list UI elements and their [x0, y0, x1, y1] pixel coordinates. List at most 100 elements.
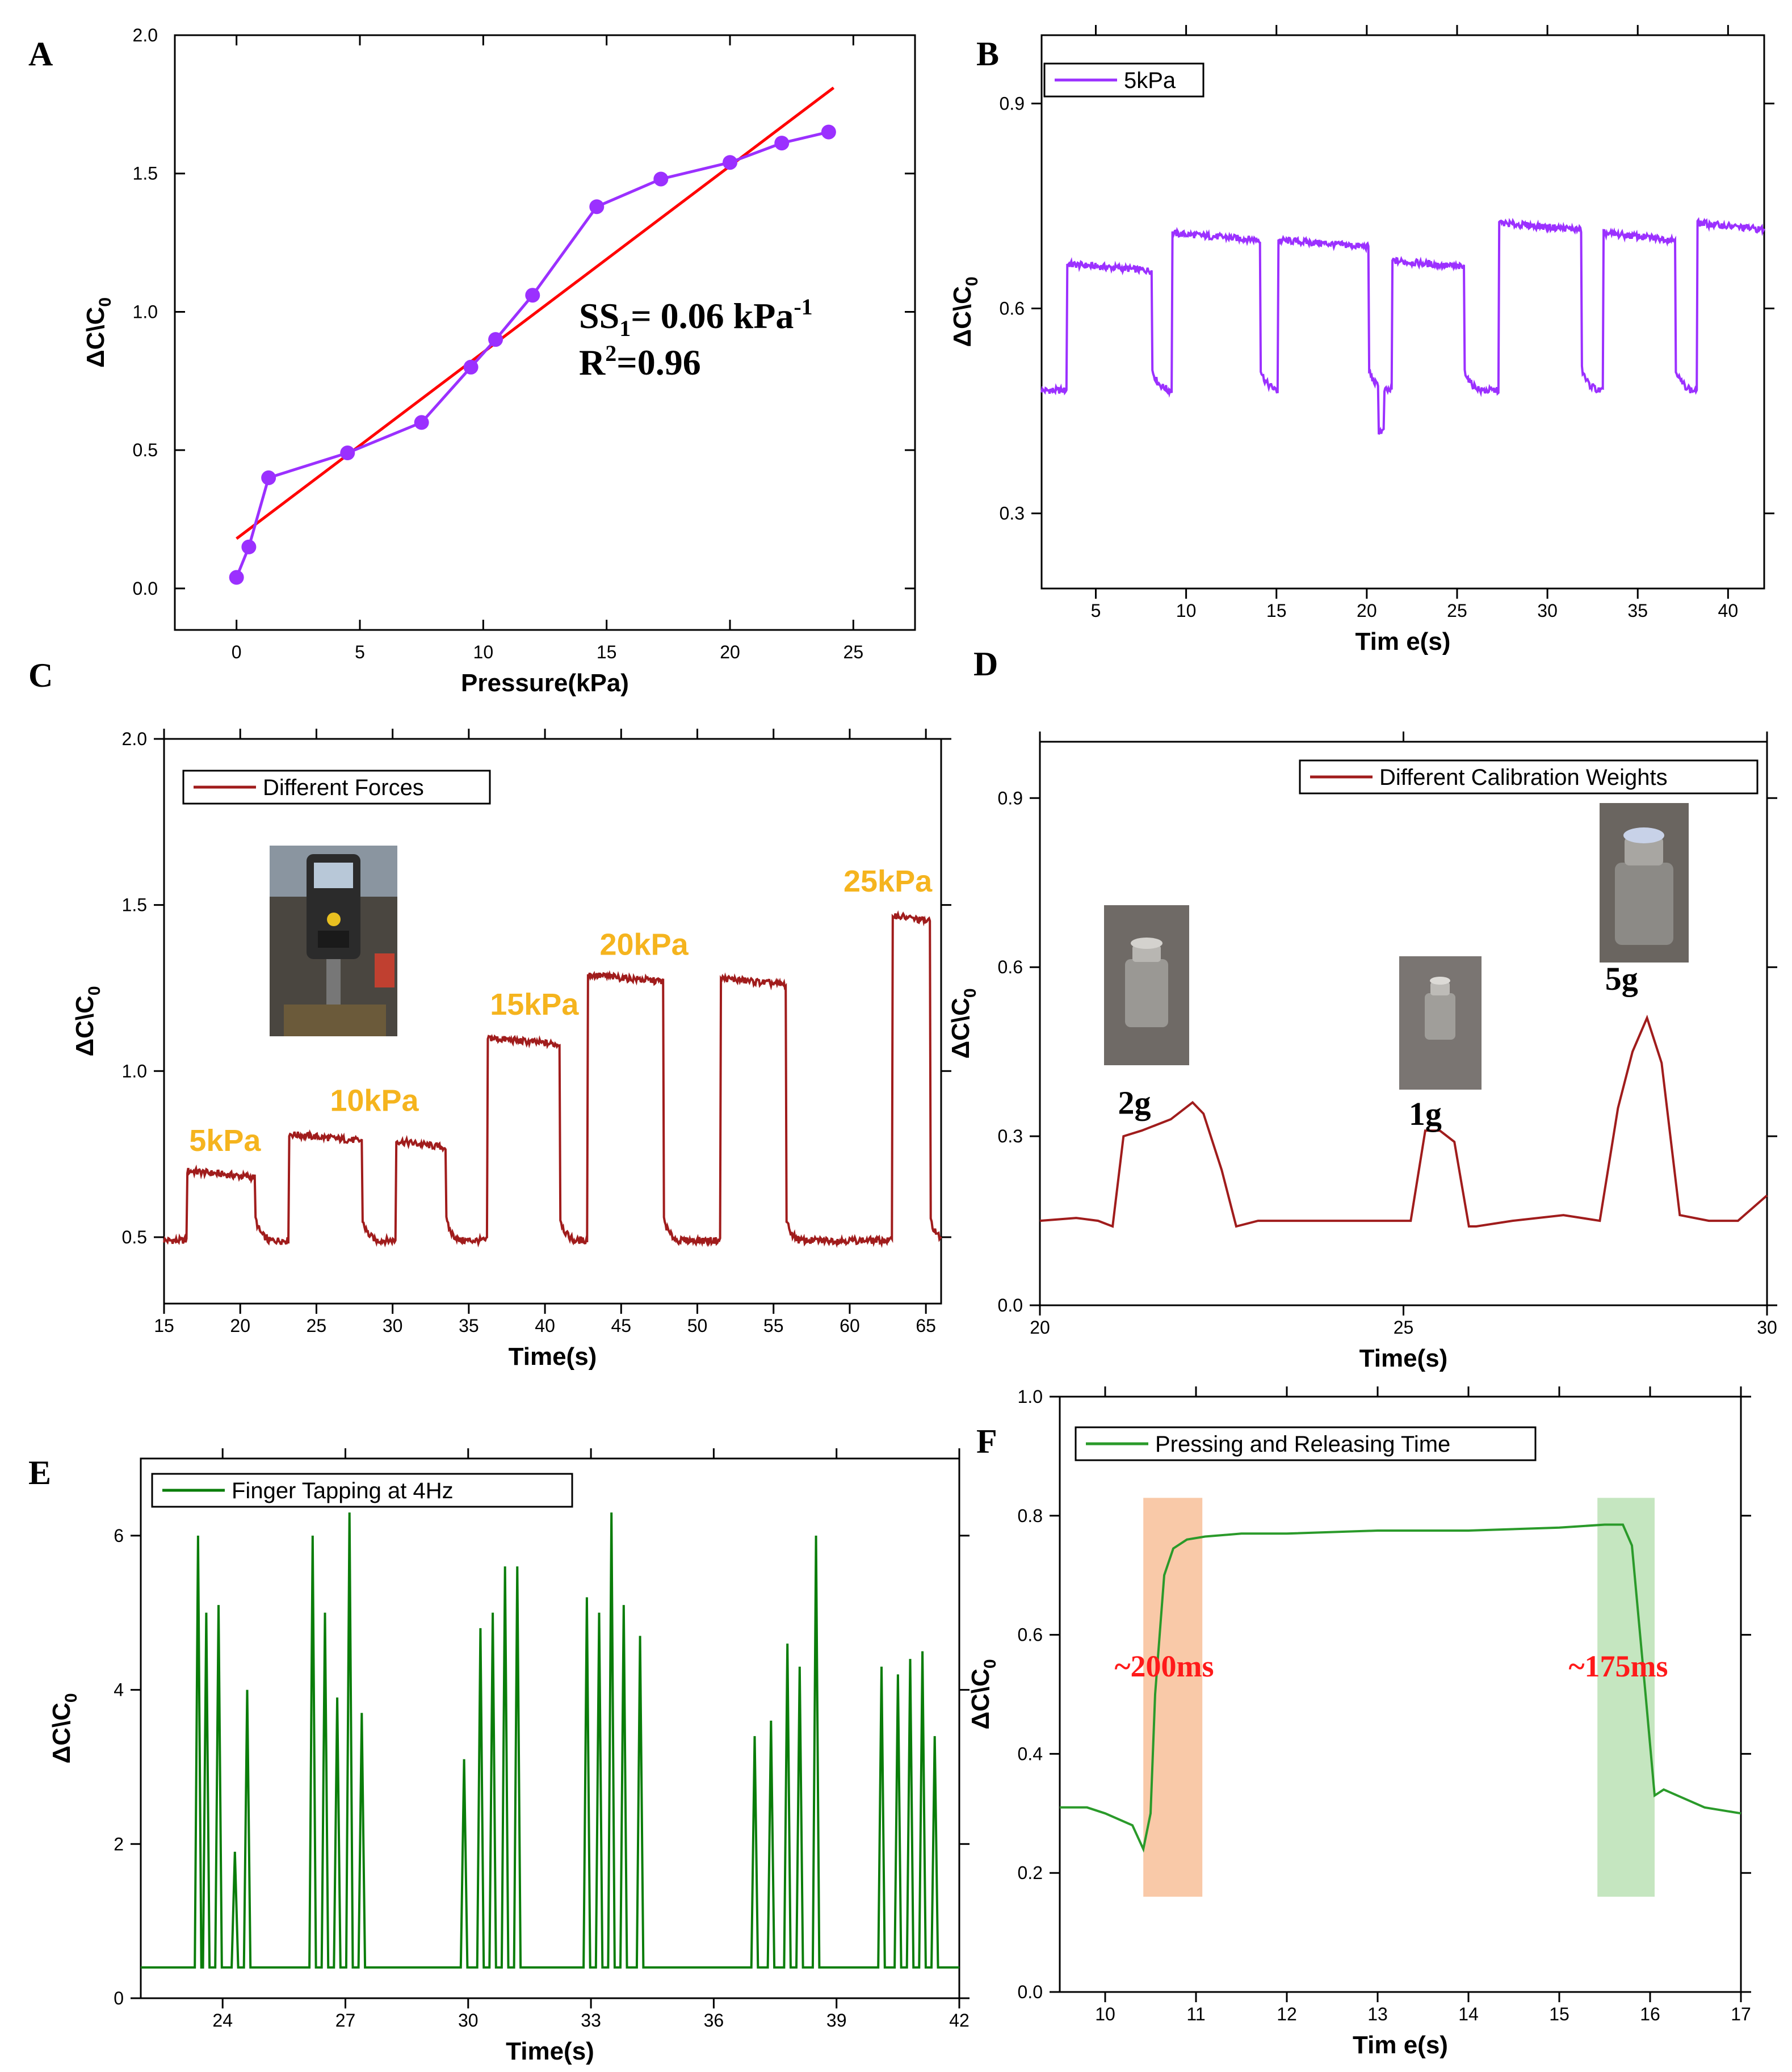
x-tick-label: 30	[1537, 600, 1558, 621]
data-point	[229, 570, 244, 585]
plot-frame	[174, 34, 916, 631]
y-axis-label: ΔC\C0	[947, 988, 980, 1058]
y-tick-label: 0.8	[1018, 1506, 1043, 1526]
weight-2g-photo	[1104, 905, 1189, 1065]
x-tick-label: 15	[597, 642, 617, 662]
x-tick-label: 40	[1718, 600, 1739, 621]
x-tick-label: 20	[720, 642, 740, 662]
y-tick-label: 0.6	[1000, 298, 1025, 318]
x-tick-label: 16	[1640, 2004, 1660, 2024]
y-tick-label: 6	[114, 1525, 124, 1546]
r-squared-value: =0.96	[616, 342, 700, 383]
panel-letter-d: D	[973, 645, 998, 683]
y-tick-label: 1.5	[122, 895, 147, 915]
x-tick-label: 25	[1394, 1317, 1414, 1338]
force-gauge-photo	[270, 846, 397, 1036]
y-tick-label: 1.0	[133, 301, 158, 322]
pressure-label: 5kPa	[189, 1124, 261, 1158]
y-tick-label: 0	[114, 1988, 124, 2008]
data-point	[821, 124, 836, 140]
data-point	[241, 539, 257, 554]
data-point	[723, 155, 737, 170]
plot-frame	[1059, 1396, 1742, 1993]
x-tick-label: 27	[335, 2010, 356, 2031]
pressure-label: 15kPa	[490, 987, 579, 1022]
r-squared-annotation: R2=0.96	[579, 341, 701, 383]
x-tick-label: 20	[1357, 600, 1377, 621]
y-tick-label: 0.0	[998, 1295, 1023, 1316]
signal-line	[163, 910, 942, 1249]
data-point	[261, 470, 276, 485]
signal-line	[1039, 1014, 1768, 1228]
panel-letter-b: B	[976, 35, 999, 73]
data-point	[488, 332, 503, 347]
data-point	[463, 359, 479, 375]
response-time-label: ~200ms	[1114, 1649, 1214, 1683]
weight-1g-photo	[1399, 956, 1482, 1090]
y-tick-label: 0.5	[122, 1227, 147, 1247]
x-tick-label: 20	[1030, 1317, 1050, 1338]
x-tick-label: 14	[1458, 2004, 1479, 2024]
legend-label: Different Forces	[263, 775, 424, 800]
x-tick-label: 30	[458, 2010, 479, 2031]
x-tick-label: 50	[687, 1316, 708, 1336]
weight-label: 2g	[1118, 1084, 1151, 1121]
y-tick-label: 1.0	[1018, 1386, 1043, 1407]
y-tick-label: 0.4	[1018, 1743, 1043, 1764]
data-point	[340, 445, 355, 461]
plot-frame	[163, 738, 942, 1305]
x-tick-label: 33	[581, 2010, 601, 2031]
x-tick-label: 25	[843, 642, 864, 662]
x-tick-label: 12	[1277, 2004, 1297, 2024]
y-tick-label: 0.5	[133, 440, 158, 460]
x-tick-label: 15	[154, 1316, 174, 1336]
pressure-label: 25kPa	[843, 864, 933, 898]
data-point	[589, 199, 605, 215]
data-point	[525, 288, 540, 303]
x-tick-label: 25	[307, 1316, 327, 1336]
legend-box	[1075, 1426, 1537, 1461]
y-axis-label: ΔC\C0	[967, 1659, 1000, 1729]
y-tick-label: 1.5	[133, 163, 158, 184]
signal-line	[1060, 1523, 1741, 1853]
sensitivity-annotation: SS1= 0.06 kPa-1	[579, 294, 813, 341]
y-tick-label: 0.6	[1018, 1625, 1043, 1645]
x-tick-label: 39	[826, 2010, 847, 2031]
pressure-label: 20kPa	[599, 927, 689, 961]
x-axis-label: Tim e(s)	[1353, 2031, 1448, 2059]
sensitivity-superscript: -1	[794, 294, 812, 320]
x-tick-label: 24	[212, 2010, 233, 2031]
y-tick-label: 0.9	[998, 788, 1023, 808]
y-axis-label: ΔC\C0	[949, 276, 981, 347]
panel-letter-a: A	[28, 35, 53, 73]
y-tick-label: 0.3	[998, 1126, 1023, 1146]
x-tick-label: 30	[383, 1316, 403, 1336]
pressure-label: 10kPa	[330, 1084, 419, 1118]
x-tick-label: 5	[1091, 600, 1101, 621]
x-axis-label: Time(s)	[1359, 1344, 1448, 1372]
data-point	[414, 415, 429, 430]
x-tick-label: 15	[1549, 2004, 1569, 2024]
chart-panel-a: 0 5 10 15 20 25 0.0 0.5 1.0 1.5 2.0 Pressure(kPa) ΔC…	[82, 25, 916, 697]
x-tick-label: 35	[459, 1316, 479, 1336]
y-tick-label: 0.2	[1018, 1863, 1043, 1883]
x-tick-label: 11	[1186, 2004, 1205, 2024]
x-tick-label: 55	[763, 1316, 784, 1336]
x-tick-label: 40	[535, 1316, 555, 1336]
x-tick-label: 20	[230, 1316, 250, 1336]
r-squared-base: R	[579, 342, 606, 383]
legend-box	[1299, 759, 1759, 795]
x-axis-label: Pressure(kPa)	[461, 669, 629, 697]
plot-frame	[1040, 34, 1765, 590]
signal-line	[1040, 217, 1765, 435]
y-tick-label: 0.0	[133, 578, 158, 599]
response-time-label: ~175ms	[1568, 1649, 1668, 1683]
y-tick-label: 2	[114, 1834, 124, 1854]
x-tick-label: 45	[611, 1316, 631, 1336]
x-tick-label: 17	[1731, 2004, 1751, 2024]
signal-line	[141, 1512, 959, 1969]
sensitivity-value: = 0.06 kPa	[631, 296, 794, 336]
legend-label: Pressing and Releasing Time	[1155, 1432, 1450, 1457]
r-squared-superscript: 2	[605, 341, 616, 366]
